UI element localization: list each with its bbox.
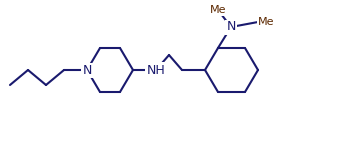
Text: NH: NH <box>147 63 165 77</box>
Text: N: N <box>226 20 236 34</box>
Text: N: N <box>82 63 92 77</box>
Text: Me: Me <box>258 17 274 27</box>
Text: Me: Me <box>210 5 226 15</box>
